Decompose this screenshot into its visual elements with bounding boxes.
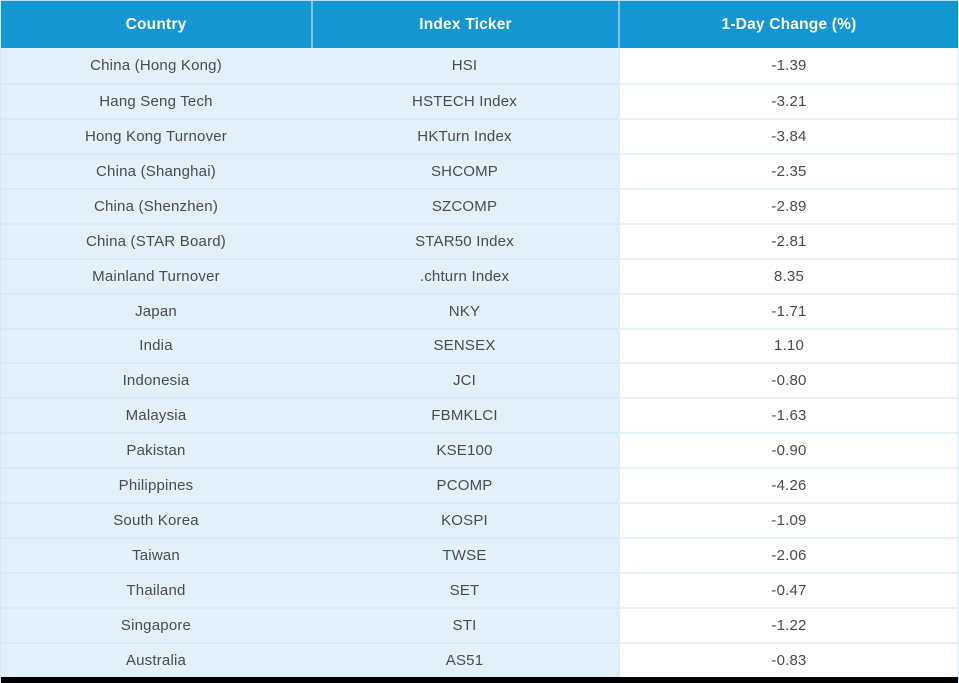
table-row: South Korea KOSPI -1.09: [1, 502, 958, 538]
change-cell: -2.89: [618, 187, 958, 223]
table-row: China (Hong Kong) HSI -1.39: [1, 48, 958, 83]
table-row: China (Shenzhen) SZCOMP -2.89: [1, 187, 958, 223]
ticker-cell: HSI: [311, 48, 618, 83]
table-header-row: Country Index Ticker 1-Day Change (%): [1, 1, 958, 48]
table-row: Pakistan KSE100 -0.90: [1, 432, 958, 468]
change-cell: -3.21: [618, 82, 958, 118]
ticker-cell: JCI: [311, 362, 618, 398]
ticker-cell: KSE100: [311, 432, 618, 468]
ticker-cell: HSTECH Index: [311, 82, 618, 118]
change-cell: 1.10: [618, 327, 958, 363]
change-cell: -0.90: [618, 432, 958, 468]
country-cell: South Korea: [1, 502, 311, 538]
table-body: China (Hong Kong) HSI -1.39 Hang Seng Te…: [1, 48, 958, 677]
change-cell: -1.09: [618, 502, 958, 538]
ticker-cell: SENSEX: [311, 327, 618, 363]
ticker-cell: SHCOMP: [311, 152, 618, 188]
table-row: Australia AS51 -0.83: [1, 641, 958, 677]
change-cell: -2.81: [618, 222, 958, 258]
country-cell: China (STAR Board): [1, 222, 311, 258]
table-row: Thailand SET -0.47: [1, 572, 958, 607]
country-cell: Hong Kong Turnover: [1, 117, 311, 153]
ticker-cell: TWSE: [311, 537, 618, 573]
change-cell: -1.39: [618, 48, 958, 83]
ticker-cell: STI: [311, 607, 618, 642]
table-row: Singapore STI -1.22: [1, 607, 958, 642]
country-cell: Thailand: [1, 572, 311, 607]
country-cell: China (Shanghai): [1, 152, 311, 188]
table-row: China (STAR Board) STAR50 Index -2.81: [1, 222, 958, 258]
bottom-bar: [1, 677, 958, 683]
ticker-cell: PCOMP: [311, 467, 618, 503]
table-row: China (Shanghai) SHCOMP -2.35: [1, 152, 958, 188]
country-cell: Australia: [1, 641, 311, 677]
change-cell: -4.26: [618, 467, 958, 503]
table-row: Malaysia FBMKLCI -1.63: [1, 397, 958, 433]
country-cell: Pakistan: [1, 432, 311, 468]
country-cell: Malaysia: [1, 397, 311, 433]
country-cell: Taiwan: [1, 537, 311, 573]
country-cell: Singapore: [1, 607, 311, 642]
ticker-cell: HKTurn Index: [311, 117, 618, 153]
ticker-cell: SZCOMP: [311, 187, 618, 223]
country-cell: China (Hong Kong): [1, 48, 311, 83]
table-row: Mainland Turnover .chturn Index 8.35: [1, 257, 958, 293]
column-header-1-day-change: 1-Day Change (%): [618, 1, 958, 48]
country-cell: China (Shenzhen): [1, 187, 311, 223]
change-cell: -2.35: [618, 152, 958, 188]
ticker-cell: FBMKLCI: [311, 397, 618, 433]
column-header-country: Country: [125, 15, 187, 33]
change-cell: 8.35: [618, 257, 958, 293]
table-row: Japan NKY -1.71: [1, 292, 958, 328]
ticker-cell: .chturn Index: [311, 257, 618, 293]
change-cell: -1.63: [618, 397, 958, 433]
ticker-cell: KOSPI: [311, 502, 618, 538]
change-cell: -1.22: [618, 607, 958, 642]
ticker-cell: AS51: [311, 641, 618, 677]
country-cell: Hang Seng Tech: [1, 82, 311, 118]
ticker-cell: STAR50 Index: [311, 222, 618, 258]
table-row: Philippines PCOMP -4.26: [1, 467, 958, 503]
table-row: India SENSEX 1.10: [1, 327, 958, 363]
change-cell: -0.83: [618, 641, 958, 677]
table-row: Hang Seng Tech HSTECH Index -3.21: [1, 82, 958, 118]
change-cell: -2.06: [618, 537, 958, 573]
change-cell: -0.80: [618, 362, 958, 398]
country-cell: Mainland Turnover: [1, 257, 311, 293]
change-cell: -3.84: [618, 117, 958, 153]
table-row: Hong Kong Turnover HKTurn Index -3.84: [1, 117, 958, 153]
table-row: Taiwan TWSE -2.06: [1, 537, 958, 573]
country-cell: Philippines: [1, 467, 311, 503]
country-cell: Japan: [1, 292, 311, 328]
change-cell: -1.71: [618, 292, 958, 328]
table-row: Indonesia JCI -0.80: [1, 362, 958, 398]
column-header-index-ticker: Index Ticker: [311, 1, 618, 48]
country-cell: Indonesia: [1, 362, 311, 398]
country-cell: India: [1, 327, 311, 363]
ticker-cell: NKY: [311, 292, 618, 328]
change-cell: -0.47: [618, 572, 958, 607]
ticker-cell: SET: [311, 572, 618, 607]
